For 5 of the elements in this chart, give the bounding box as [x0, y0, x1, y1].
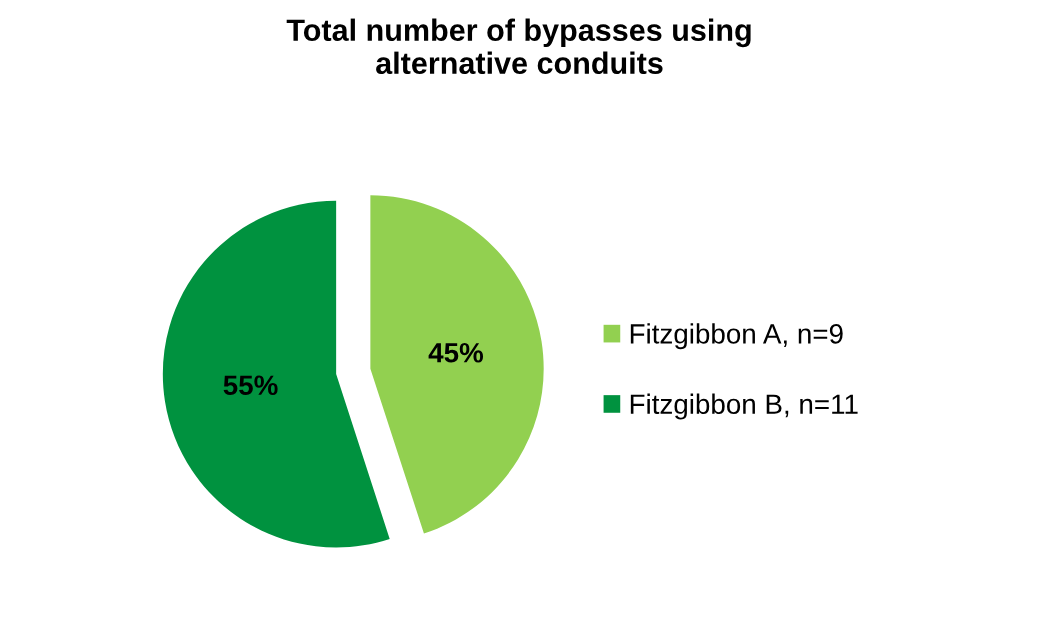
data-label: 45%	[428, 342, 484, 363]
chart-title: Total number of bypasses using alternative conduits	[286, 18, 751, 75]
legend-label: Fitzgibbon A, n=9	[630, 323, 843, 350]
legend-label: Fitzgibbon B, n=11	[630, 393, 858, 420]
data-label: 55%	[223, 375, 278, 396]
